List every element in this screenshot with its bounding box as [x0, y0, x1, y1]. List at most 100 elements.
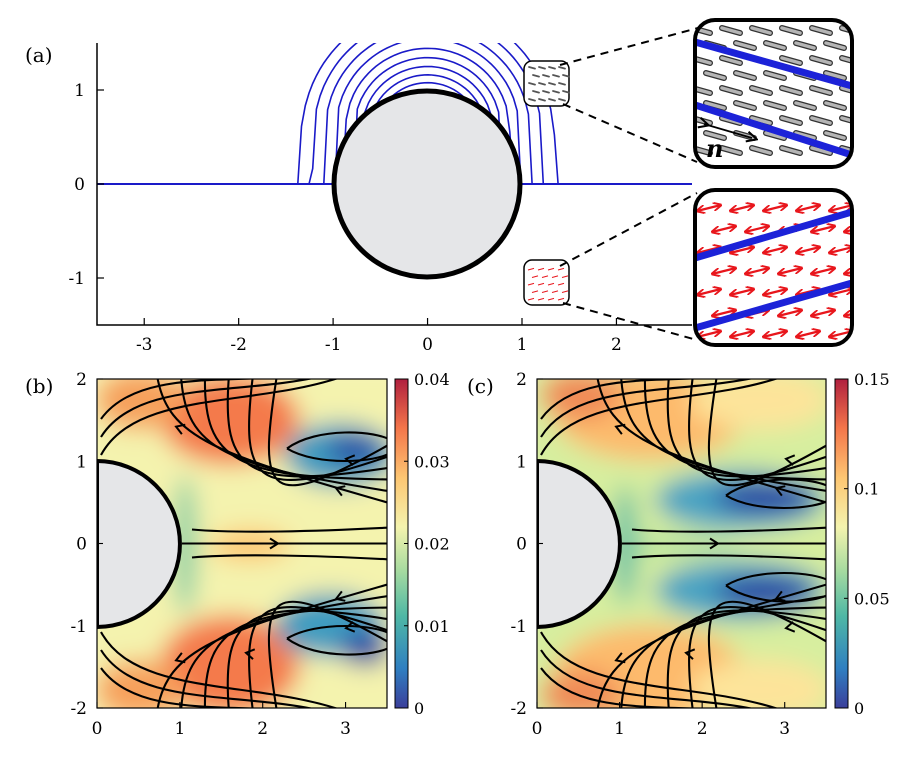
- rod: [780, 86, 802, 95]
- director-arrow-red: [763, 205, 787, 211]
- x-tick-label: 3: [779, 719, 790, 739]
- rod: [720, 56, 742, 65]
- colorbar-tick-label: 0.05: [854, 589, 890, 608]
- x-tick-label: 0: [532, 719, 543, 739]
- zoom-rod: [562, 90, 570, 94]
- rod: [704, 71, 726, 80]
- streamline-c-14: [540, 379, 754, 438]
- inset-top-streamline-2: [695, 101, 852, 159]
- zoom-box-top-marks: [528, 66, 570, 102]
- zoom-rod: [552, 90, 560, 94]
- streamlines-b: [100, 379, 387, 708]
- rod: [750, 26, 772, 35]
- rod: [780, 116, 802, 125]
- flow-arrow-head: [774, 590, 786, 602]
- flow-arrow-head: [344, 621, 356, 633]
- flow-arrow-head: [344, 454, 356, 466]
- y-tick-label-a: 1: [74, 81, 85, 101]
- streamline-c-20: [631, 554, 826, 561]
- inset-top-streamline-1: [695, 38, 852, 90]
- inset-bottom: [693, 188, 854, 347]
- y-tick-label: 0: [76, 535, 87, 555]
- zoom-connectors: [559, 27, 699, 341]
- flow-arrow-head: [174, 652, 186, 664]
- director-arrow-red: [778, 310, 802, 316]
- x-tick-label: 2: [697, 719, 708, 739]
- flow-arrow-head: [614, 652, 626, 664]
- rod: [764, 131, 786, 140]
- zoom-arrow: [551, 290, 559, 293]
- director-arrow-red: [829, 247, 852, 253]
- director-arrow-red: [697, 331, 721, 337]
- rod: [810, 146, 832, 155]
- y-tick-label: -1: [510, 617, 527, 637]
- rod: [780, 26, 802, 35]
- x-tick-label-a: -2: [230, 335, 247, 355]
- director-label: n: [706, 134, 723, 163]
- director-arrow-red: [763, 247, 787, 253]
- director-arrow-red: [811, 226, 835, 232]
- zoom-arrow: [527, 282, 535, 286]
- rod: [794, 101, 816, 110]
- director-arrow-red: [745, 226, 769, 232]
- streamline-c-2: [643, 379, 826, 481]
- colorbar-c: [834, 378, 849, 709]
- rod: [824, 41, 846, 50]
- cylinder-a: [331, 88, 523, 280]
- director-arrow-red: [829, 205, 852, 211]
- flow-arrow-head: [269, 537, 280, 550]
- streamline-b-22: [286, 625, 387, 656]
- streamline-b-17: [100, 631, 339, 708]
- zoom-rod: [528, 82, 536, 86]
- zoom-arrow: [527, 297, 535, 301]
- colorbar-ticks-b: 0.04 0.03 0.02 0.01 0: [404, 370, 450, 718]
- flow-arrow-head: [244, 648, 256, 660]
- rod: [856, 133, 874, 138]
- director-arrow-red: [730, 289, 754, 295]
- zoom-arrow: [547, 282, 555, 286]
- streamline-c-12: [540, 379, 706, 420]
- inset-bottom-arrows: [697, 205, 852, 337]
- director-arrow-red: [697, 289, 721, 295]
- rod: [720, 146, 742, 155]
- streamline-c-16: [540, 379, 779, 456]
- rod: [720, 26, 742, 35]
- x-tick-label-a: 0: [422, 335, 433, 355]
- director-arrow-red: [796, 331, 820, 337]
- zoom-rod: [532, 74, 540, 78]
- director-arrow-red: [844, 226, 852, 232]
- streamline-c-1: [620, 379, 826, 492]
- streamline-b-20: [191, 554, 387, 561]
- rod: [704, 101, 726, 110]
- zoom-arrow: [531, 290, 539, 293]
- director-arrow-red: [712, 226, 736, 232]
- director-arrow-red: [697, 205, 721, 211]
- streamline-b-11: [267, 600, 387, 708]
- streamline-b-16: [100, 379, 339, 456]
- streamline-b-14: [100, 379, 314, 438]
- y-tick-label: 2: [516, 370, 527, 390]
- zoom-arrow: [547, 297, 555, 301]
- panel-label-c: (c): [467, 374, 494, 398]
- zoom-arrow: [541, 290, 549, 293]
- director-arrow-red: [844, 268, 852, 274]
- rod: [750, 86, 772, 95]
- rod: [810, 86, 832, 95]
- streamline-c-9: [666, 609, 826, 708]
- rod: [734, 71, 756, 80]
- streamline-c-4: [687, 379, 826, 482]
- rod: [764, 101, 786, 110]
- zoom-arrow: [557, 267, 565, 271]
- rod: [780, 56, 802, 65]
- director-arrow-red: [712, 268, 736, 274]
- rod: [764, 71, 786, 80]
- zoom-arrow: [547, 267, 555, 271]
- y-tick-label: 1: [76, 452, 87, 472]
- zoom-rod: [538, 98, 546, 102]
- streamline-c-21: [725, 478, 826, 509]
- y-tick-label: 0: [516, 535, 527, 555]
- colorbar-tick-label: 0: [414, 699, 424, 718]
- y-tick-label: -2: [70, 699, 87, 719]
- x-tick-label-a: -1: [325, 335, 342, 355]
- streamline-c-13: [540, 667, 706, 708]
